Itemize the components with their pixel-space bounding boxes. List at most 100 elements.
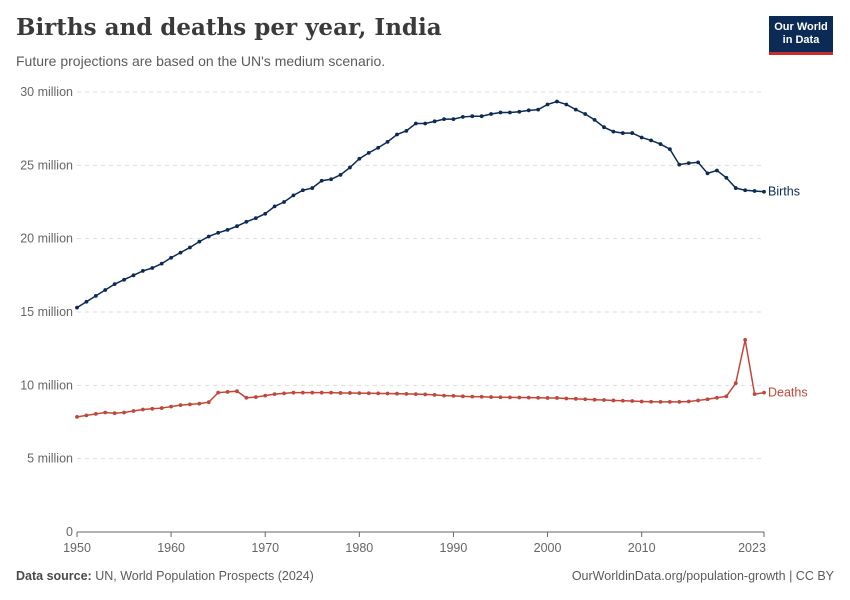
births-point	[197, 239, 202, 244]
deaths-point	[508, 395, 512, 400]
deaths-point	[705, 397, 710, 402]
deaths-point	[555, 396, 559, 400]
births-point	[366, 150, 371, 155]
deaths-point	[253, 395, 258, 399]
deaths-point	[244, 395, 249, 400]
births-point	[282, 200, 286, 204]
deaths-point	[630, 399, 635, 403]
deaths-point	[724, 394, 729, 399]
births-point	[592, 117, 597, 122]
deaths-point	[639, 399, 644, 404]
births-point	[253, 216, 258, 221]
births-point	[206, 234, 211, 239]
deaths-point	[310, 390, 315, 395]
deaths-point	[150, 406, 155, 411]
y-tick-label: 25 million	[20, 158, 73, 172]
births-point	[319, 178, 324, 183]
deaths-point	[423, 392, 428, 397]
births-point	[216, 230, 221, 235]
births-point	[705, 171, 710, 176]
deaths-point	[526, 395, 531, 400]
y-tick-label: 20 million	[20, 232, 73, 246]
deaths-point	[489, 395, 493, 399]
births-point	[479, 114, 484, 119]
births-point	[620, 131, 625, 135]
y-tick-label: 10 million	[20, 378, 73, 392]
deaths-point	[573, 396, 578, 401]
axis-layer: 0 5 million 10 million 15 million 20 million…	[20, 85, 766, 555]
births-point	[338, 172, 343, 177]
y-tick-label: 30 million	[20, 85, 73, 99]
deaths-point	[667, 400, 672, 404]
deaths-point	[743, 337, 748, 342]
deaths-point	[263, 393, 268, 398]
series-layer: Births Deaths	[75, 99, 808, 419]
deaths-point	[479, 394, 484, 399]
deaths-point	[658, 400, 663, 404]
births-point	[159, 261, 164, 266]
line-chart: 0 5 million 10 million 15 million 20 million…	[20, 85, 808, 555]
x-tick-label: 1950	[63, 541, 91, 555]
births-point	[667, 147, 672, 152]
births-point	[573, 107, 578, 112]
births-point	[404, 128, 409, 133]
deaths-point	[545, 396, 550, 400]
births-point	[188, 245, 192, 250]
deaths-point	[93, 412, 98, 416]
births-point	[733, 186, 738, 190]
deaths-point	[122, 410, 126, 415]
births-point	[244, 219, 249, 224]
births-point	[131, 273, 136, 278]
deaths-point	[357, 391, 362, 396]
births-point	[150, 266, 155, 270]
births-point	[272, 204, 277, 209]
births-point	[536, 107, 541, 112]
births-point	[743, 188, 748, 193]
grid-layer	[77, 91, 764, 460]
deaths-point	[75, 414, 79, 419]
deaths-point	[225, 390, 230, 394]
births-point	[300, 188, 305, 193]
births-point	[103, 288, 108, 292]
deaths-point	[404, 391, 409, 396]
x-tick-label: 1970	[251, 541, 279, 555]
deaths-point	[206, 400, 211, 405]
births-point	[498, 110, 503, 115]
births-point	[140, 269, 145, 273]
births-point	[451, 117, 456, 122]
births-point	[677, 162, 682, 167]
births-point	[442, 117, 446, 122]
deaths-point	[611, 398, 616, 403]
x-tick-label: 1960	[157, 541, 185, 555]
births-point	[602, 125, 606, 130]
deaths-point	[715, 395, 719, 400]
deaths-point	[677, 400, 682, 404]
deaths-point	[197, 401, 202, 406]
deaths-label: Deaths	[768, 386, 808, 400]
births-point	[611, 129, 616, 134]
logo-line-1: Our World	[774, 21, 828, 33]
births-point	[526, 108, 531, 113]
deaths-point	[602, 398, 606, 402]
deaths-point	[178, 403, 183, 408]
deaths-point	[140, 407, 145, 412]
y-tick-label: 0	[66, 525, 73, 539]
deaths-point	[338, 391, 343, 395]
births-point	[84, 299, 89, 304]
deaths-point	[564, 396, 569, 401]
data-source: Data source: UN, World Population Prospe…	[16, 569, 314, 583]
births-point	[112, 282, 117, 287]
deaths-point	[498, 395, 503, 400]
births-point	[291, 193, 296, 198]
births-point	[489, 112, 493, 116]
deaths-point	[536, 395, 541, 400]
owid-logo[interactable]: Our World in Data	[769, 16, 833, 55]
deaths-point	[470, 394, 475, 399]
births-point	[93, 293, 98, 298]
births-point	[686, 161, 691, 166]
births-point	[122, 277, 126, 282]
births-point	[649, 138, 653, 143]
births-point	[752, 189, 757, 193]
footer-link[interactable]: OurWorldinData.org/population-growth | C…	[571, 569, 834, 583]
deaths-point	[733, 381, 738, 386]
